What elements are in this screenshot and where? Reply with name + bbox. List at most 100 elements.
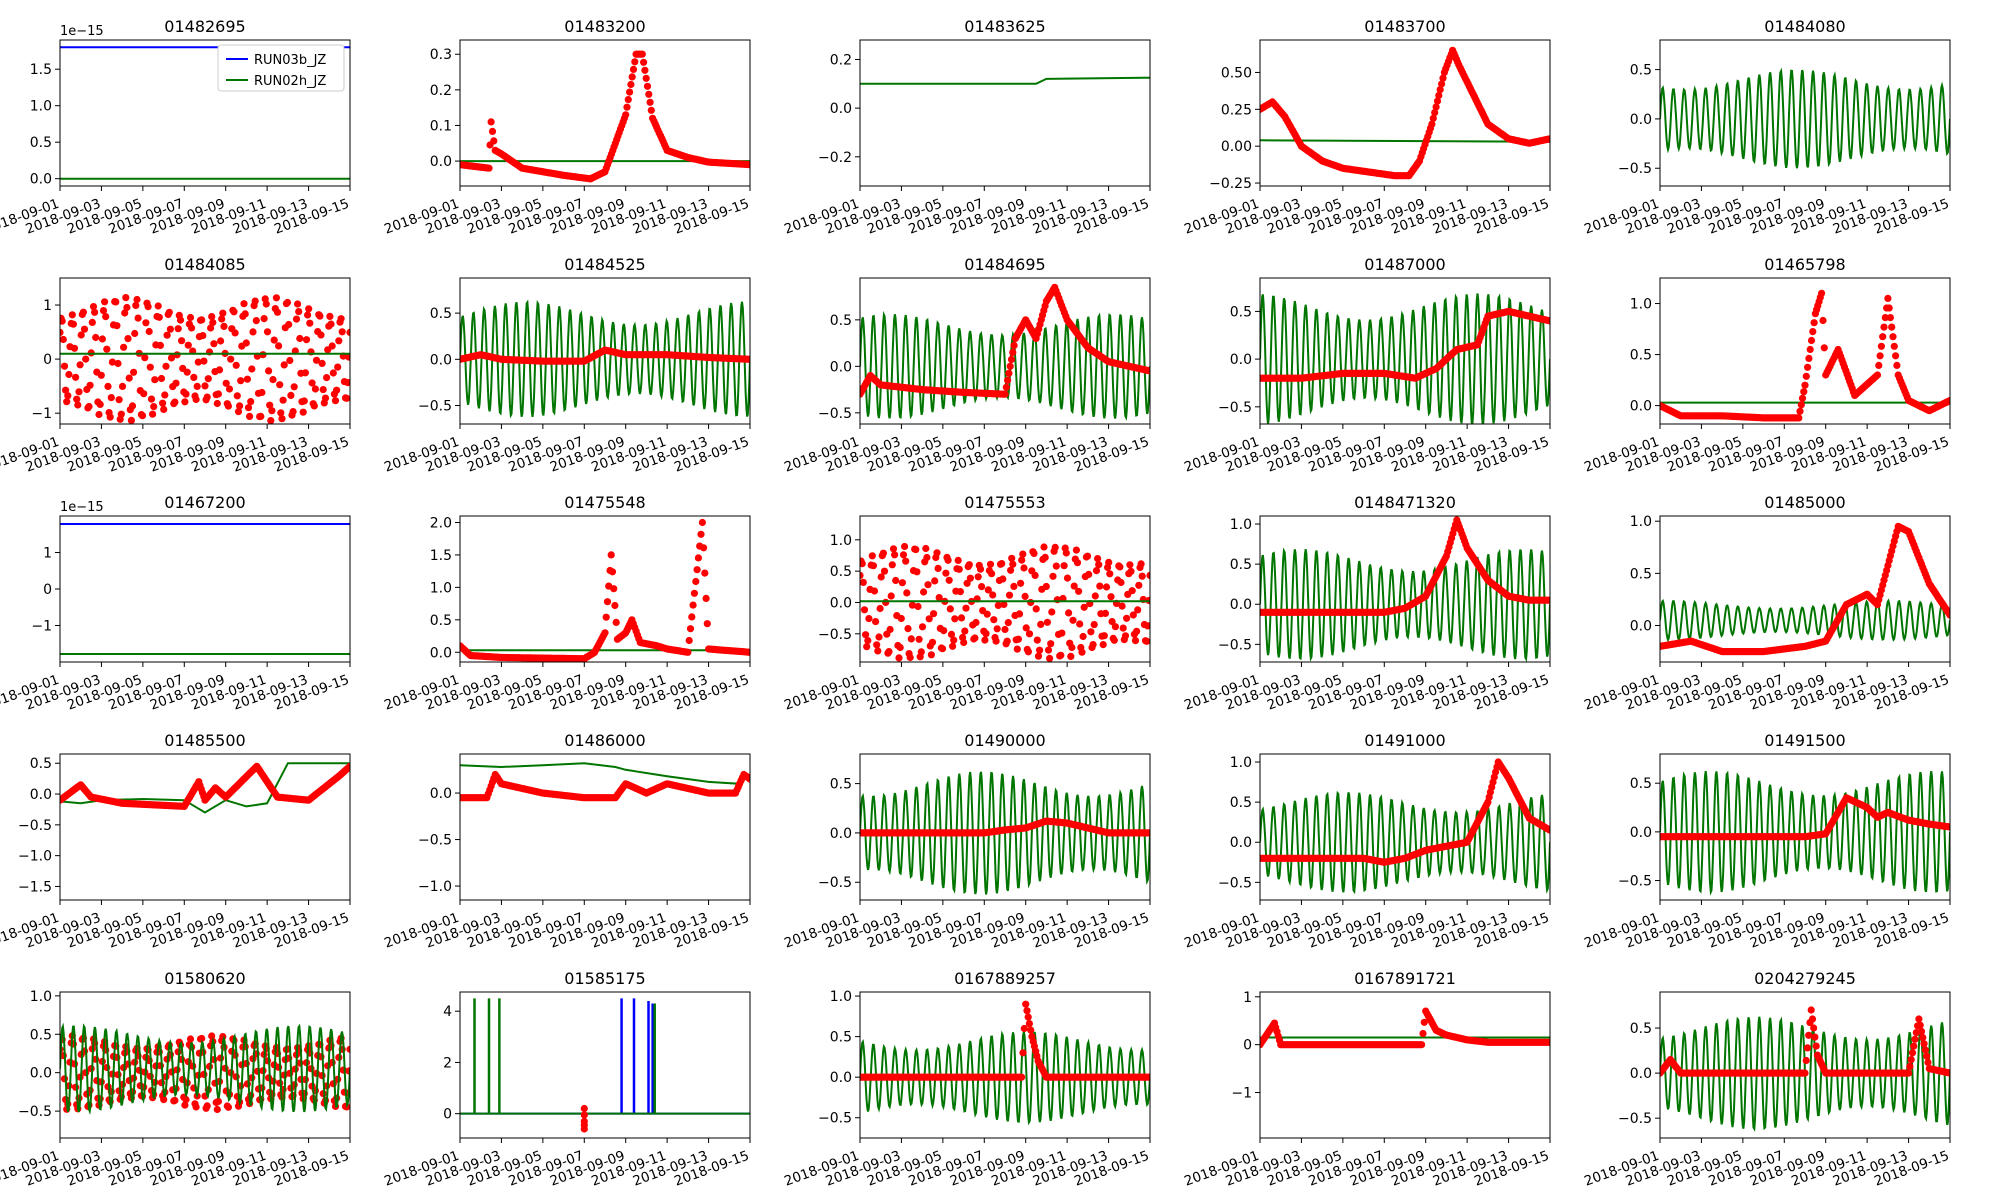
series-cff0000-point [155,313,163,321]
series-cff0000-point [945,576,953,584]
series-cff0000-point [306,319,314,327]
series-cff0000-point [277,409,285,417]
axes-frame [859,515,1151,663]
series-cff0000-point [602,613,610,621]
plot-area [860,76,1150,85]
series-cff0000-point [1419,1029,1427,1038]
y-tick-label: 0.5 [1630,566,1652,582]
series-cff0000-point [901,542,909,551]
legend-label: RUN02h_JZ [254,74,326,89]
series-cff0000-point [877,573,885,581]
series-cff0000-point [974,573,982,581]
y-tick-label: −1 [31,406,52,422]
series-cff0000-point [124,335,132,343]
series-cff0000-point [234,408,243,416]
series-cff0000-point [1049,572,1057,580]
series-cff0000-point [1436,86,1444,94]
series-cff0000-point [257,412,265,420]
y-tick-label: 1.5 [430,548,452,564]
series-cff0000-point [335,337,343,345]
series-cff0000-point [276,381,284,389]
series-cff0000-point [1052,562,1060,570]
series-cff0000-point [640,58,648,66]
series-cff0000-point [860,578,867,586]
series-cff0000-point [219,309,227,317]
series-cff0000-point [252,317,260,325]
y-tick-label: 1.0 [1630,514,1652,530]
series-cff0000-point [1880,323,1888,331]
series-cff0000-point [688,613,696,621]
series-cff0000-point [1044,646,1053,654]
series-cff0000-point [960,638,968,647]
series-cff0000-point [346,1045,350,1053]
series-cff0000-point [222,379,230,387]
plot-area [60,1022,350,1116]
series-cff0000-point [1875,361,1883,369]
series-cff0000-point [160,405,168,413]
series-cff0000-point [95,410,103,419]
y-tick-label: 0.5 [30,756,52,772]
series-cff0000-point [1810,319,1818,327]
series-cff0000-point [1092,567,1101,575]
series-cff0000-point [1075,587,1083,595]
series-cff0000-point [631,58,639,66]
series-cff0000-point [950,636,958,644]
y-tick-label: 0.0 [430,154,452,170]
axes-frame [1659,39,1951,187]
series-cff0000-point [1884,294,1892,302]
series-c007500-wave [60,1022,350,1116]
plot-area [860,1000,1150,1126]
series-cff0000-point [199,332,207,340]
series-cff0000-point [982,630,990,638]
series-cff0000-point [624,96,632,104]
series-cff0000-point [1881,314,1889,322]
series-cff0000-point [984,586,992,594]
series-cff0000-point [1032,605,1040,613]
series-c007500-wave [1260,790,1550,895]
series-cff0000-point [1133,627,1141,635]
series-cff0000-point [1889,333,1897,341]
series-cff0000-point [580,1125,588,1133]
series-cff0000-point [121,309,129,317]
series-cff0000-point [1438,80,1446,88]
series-cff0000-point [213,399,221,408]
y-tick-label: 1 [1243,990,1252,1006]
subplot-title: 01580620 [164,969,245,988]
series-cff0000-point [60,328,64,336]
series-cff0000-point [225,385,234,393]
series-cff0000-point [165,308,173,316]
y-tick-label: 0 [43,582,52,598]
series-cff0000-point [1432,103,1440,111]
plot-area [1660,522,1950,656]
series-cff0000-point [203,393,211,401]
series-cff0000-point [1879,333,1887,341]
series-cff0000-point [133,295,141,304]
series-cff0000-point [1019,550,1027,558]
y-tick-label: 0.0 [30,787,52,803]
series-cff0000-point [1111,623,1119,631]
series-cff0000-point [181,398,189,406]
subplot-title: 01491000 [1364,731,1445,750]
y-tick-label: 0.2 [430,83,452,99]
y-tick-label: −0.5 [818,406,852,422]
subplot-title: 01585175 [564,969,645,988]
series-cff0000-point [1022,624,1030,632]
series-cff0000-point [1051,543,1059,552]
series-cff0000-point [82,355,90,363]
series-cff0000-point [172,379,180,387]
series-cff0000-point [328,342,336,350]
series-cff0000-point [224,1103,232,1111]
series-cff0000-point [65,370,73,379]
series-cff0000-point [299,408,307,416]
series-cff0000-point [488,127,497,135]
series-cff0000-point [993,625,1001,633]
series-cff0000-point [70,344,79,352]
series-cff0000-point [159,399,167,407]
y-tick-label: 0.0 [1630,399,1652,415]
series-cff0000-point [1079,632,1087,641]
subplot-01485500: 01485500−1.5−1.0−0.50.00.52018-09-012018… [0,731,351,952]
series-cff0000-point [101,298,109,306]
series-cff0000-point [346,762,350,770]
series-cff0000-point [1043,618,1051,626]
series-cff0000-point [213,1105,221,1114]
